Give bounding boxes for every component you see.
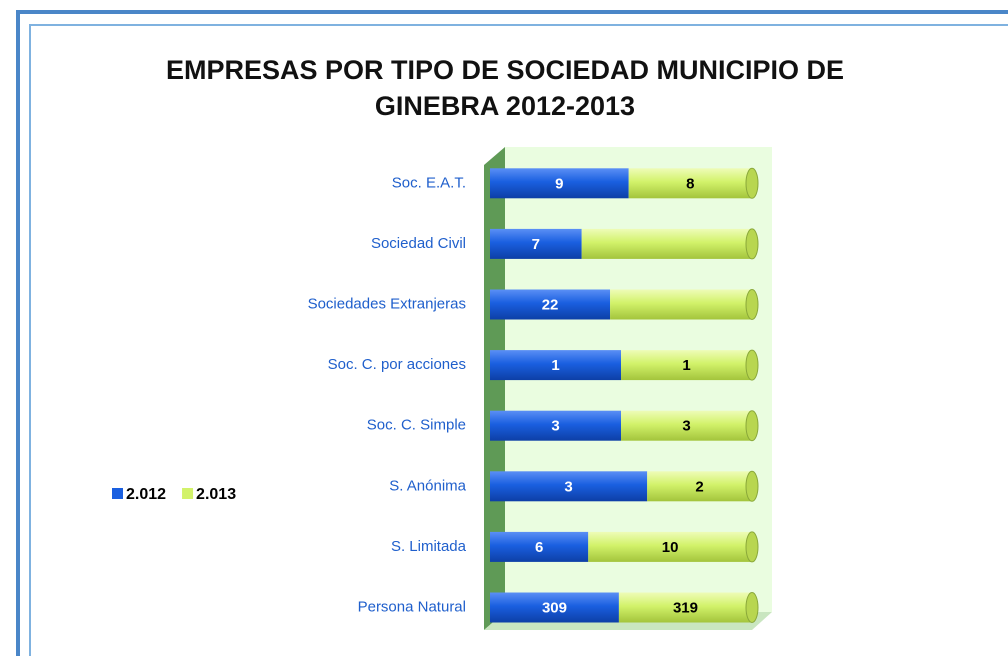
- bar-segment: [490, 592, 619, 623]
- category-label: Sociedades Extranjeras: [308, 295, 466, 312]
- legend-swatch: [182, 488, 194, 499]
- bar-cap: [745, 349, 759, 381]
- bar-segment: [621, 350, 752, 381]
- bar-segment: [610, 289, 752, 320]
- category-label: S. Limitada: [391, 538, 467, 555]
- bar-segment: [581, 228, 752, 259]
- category-label: Soc. C. por acciones: [328, 356, 466, 373]
- bar-cap: [745, 228, 759, 260]
- data-label: 8: [686, 175, 694, 192]
- data-label: 3: [564, 478, 572, 495]
- bar-segment: [490, 168, 629, 199]
- category-label: S. Anónima: [389, 477, 466, 494]
- legend-label: 2.013: [196, 486, 236, 503]
- data-label: 22: [542, 296, 559, 313]
- bar-cap: [745, 592, 759, 623]
- data-label: 3: [551, 418, 559, 435]
- bar-cap: [745, 289, 759, 320]
- chart-title: EMPRESAS POR TIPO DE SOCIEDAD MUNICIPIO …: [165, 55, 845, 121]
- data-label: 10: [662, 539, 679, 556]
- category-label: Soc. E.A.T.: [392, 174, 466, 191]
- frame-outer: [16, 10, 1008, 656]
- frame-inner: [29, 24, 1008, 656]
- bar-segment: [490, 350, 621, 381]
- bar-segment: [490, 289, 611, 320]
- bar-cap: [745, 470, 759, 502]
- data-label: 3: [682, 418, 690, 435]
- category-label: Sociedad Civil: [371, 235, 466, 252]
- data-label: 319: [673, 599, 698, 616]
- bar-segment: [647, 471, 752, 502]
- category-label: Persona Natural: [358, 598, 466, 615]
- data-label: 2: [695, 478, 703, 495]
- data-label: 1: [551, 357, 559, 374]
- category-label: Soc. C. Simple: [367, 417, 466, 434]
- bar-segment: [588, 531, 752, 562]
- data-label: 1: [682, 357, 690, 374]
- bar-segment: [490, 410, 621, 441]
- bar-segment: [621, 410, 752, 441]
- bar-cap: [745, 531, 759, 563]
- legend-swatch: [112, 488, 123, 499]
- data-label: 309: [542, 599, 567, 616]
- side-wall: [484, 147, 505, 630]
- bar-segment: [618, 592, 752, 623]
- bar-segment: [490, 228, 582, 259]
- bar-segment: [628, 168, 752, 199]
- data-label: 9: [555, 175, 563, 192]
- bar-segment: [490, 471, 648, 502]
- bar-segment: [490, 531, 589, 562]
- legend-label: 2.012: [126, 486, 166, 503]
- bar-cap: [745, 167, 759, 199]
- data-label: 6: [535, 539, 543, 556]
- data-label: 7: [532, 236, 540, 253]
- bar-cap: [745, 410, 759, 442]
